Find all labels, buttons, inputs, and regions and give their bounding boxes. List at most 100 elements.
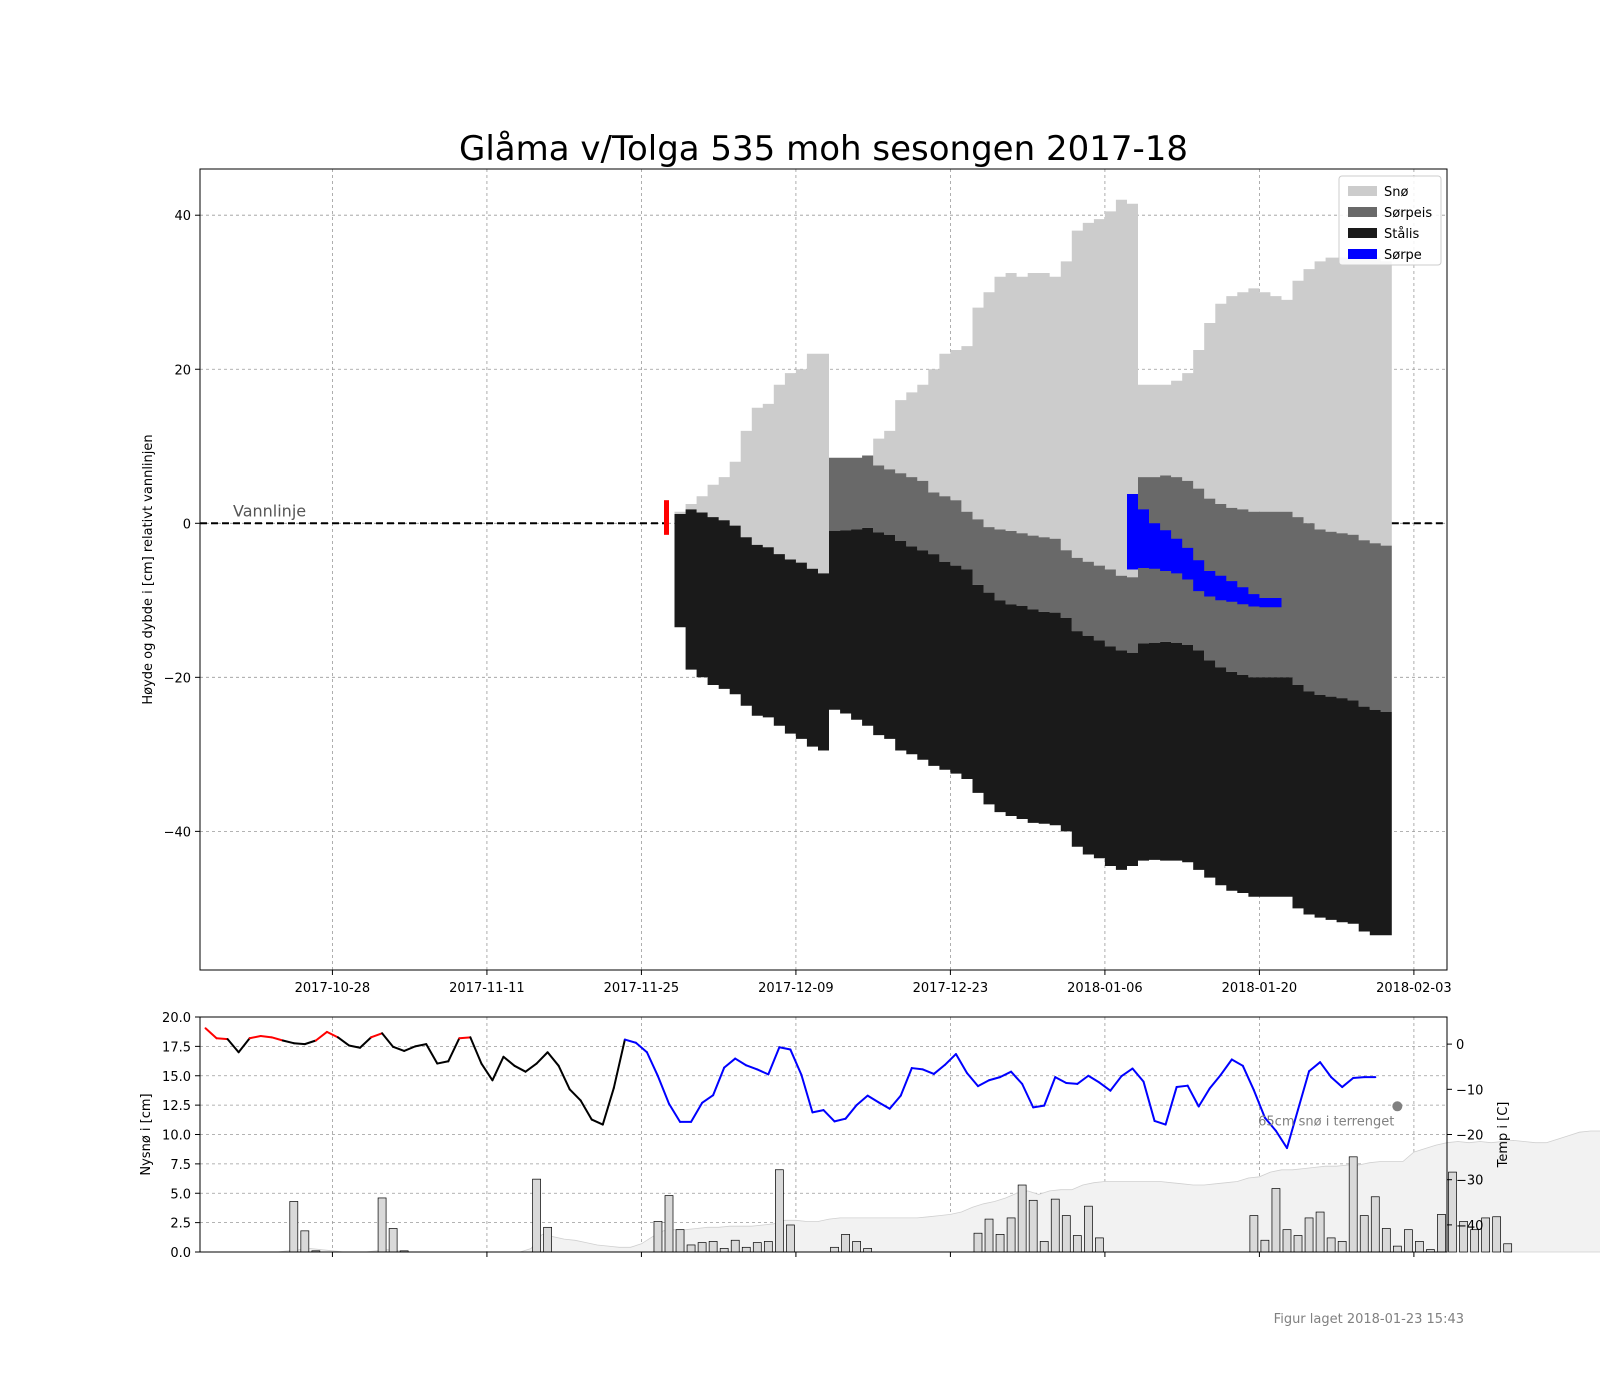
snowfall-bar (377, 1197, 387, 1253)
snowfall-bar (1271, 1188, 1281, 1253)
temperature-line (535, 1051, 549, 1065)
temperature-line (425, 1043, 439, 1065)
snowfall-bar (995, 1234, 1005, 1253)
snowfall-bar (1017, 1184, 1027, 1253)
slush-layer (1127, 494, 1282, 608)
x-tick-label: 2017-10-28 (295, 981, 371, 996)
snowfall-bar (686, 1244, 696, 1253)
snowfall-bar (1381, 1228, 1391, 1253)
temperature-line (414, 1043, 428, 1048)
temperature-line (1120, 1067, 1134, 1078)
temperature-line (568, 1088, 582, 1102)
snowfall-bar (730, 1239, 740, 1253)
temperature-line (226, 1038, 240, 1054)
temperature-line (336, 1036, 350, 1047)
x-tick-label: 2017-12-09 (758, 981, 834, 996)
sub-axes: 0.0 2.5 5.0 7.5 10.0 12.5 15.0 17.5 20.0 0 −10 −20 −… (162, 1011, 1483, 1261)
y-tick-label: 5.0 (170, 1187, 191, 1202)
legend-swatch (1348, 207, 1377, 217)
temperature-line (403, 1045, 417, 1052)
snowfall-bar (1039, 1241, 1049, 1253)
snowfall-bar (775, 1169, 784, 1253)
temperature-line (1076, 1074, 1090, 1085)
snowfall-bar (1503, 1243, 1513, 1253)
temperature-line (811, 1109, 825, 1114)
snowfall-bar (543, 1226, 552, 1253)
temperature-line (359, 1036, 373, 1049)
legend-label: Sørpe (1384, 248, 1422, 263)
snowfall-bar (841, 1234, 850, 1253)
temperature-line (1186, 1084, 1200, 1108)
temperature-line (370, 1032, 384, 1039)
y-tick-label: 0 (183, 517, 191, 532)
snowfall-bar (697, 1242, 707, 1253)
snowfall-bar (1459, 1221, 1468, 1253)
legend-label: Stålis (1384, 227, 1420, 242)
temperature-line (723, 1057, 737, 1069)
y2-tick-label: −10 (1456, 1083, 1483, 1098)
temperature-line (778, 1046, 792, 1051)
snowfall-bar (708, 1241, 718, 1253)
temperature-line (1109, 1075, 1123, 1092)
y-tick-label: 17.5 (162, 1040, 191, 1055)
snowfall-bar (664, 1195, 674, 1253)
snowfall-bar (653, 1221, 663, 1253)
temperature-line (524, 1062, 538, 1073)
temperature-line (469, 1036, 483, 1065)
temperature-line (976, 1079, 991, 1088)
snowfall-bar (863, 1248, 872, 1253)
y-tick-label: 40 (174, 209, 191, 224)
snowfall-bar (830, 1246, 839, 1253)
snowfall-bar (1448, 1171, 1457, 1253)
snowfall-y-axis-label: Nysnø i [cm] (139, 1093, 154, 1175)
temperature-line (248, 1034, 262, 1040)
snowfall-bar (1028, 1199, 1038, 1253)
temperature-line (270, 1036, 284, 1042)
snowfall-bar (1260, 1239, 1270, 1253)
temperature-line (1352, 1076, 1366, 1080)
temperature-line (623, 1038, 637, 1044)
temperature-line (1274, 1129, 1288, 1150)
y-tick-label: −20 (164, 671, 191, 686)
temperature-line (1297, 1070, 1311, 1111)
snowfall-bar (1470, 1229, 1479, 1253)
temperature-line (1308, 1061, 1322, 1073)
snowfall-bar (1337, 1241, 1347, 1253)
temperature-line (447, 1037, 461, 1063)
temperature-line (943, 1053, 957, 1066)
temperature-line (1319, 1061, 1333, 1079)
snowfall-bar (984, 1218, 994, 1253)
temperature-line (601, 1086, 615, 1126)
snow-panel (200, 1027, 1600, 1253)
snowfall-bar (1050, 1198, 1060, 1253)
temperature-line (259, 1034, 273, 1039)
snowfall-bar (1072, 1235, 1082, 1253)
y-tick-label: 2.5 (170, 1217, 191, 1232)
temperature-line (1241, 1064, 1255, 1092)
slush-ice-layer (674, 455, 1392, 712)
temperature-line (745, 1064, 759, 1071)
temperature-line (347, 1044, 362, 1049)
ice-layers (200, 199, 1447, 936)
temperature-line (734, 1057, 748, 1067)
temperature-line (701, 1094, 715, 1104)
snowfall-bar (1083, 1205, 1093, 1253)
temperature-line (303, 1039, 317, 1046)
waterline-label: Vannlinje (233, 501, 306, 520)
snowfall-bar (1293, 1235, 1303, 1253)
snowfall-bar (675, 1229, 685, 1253)
temperature-line (458, 1036, 472, 1040)
x-tick-label: 2017-11-25 (604, 981, 680, 996)
snowfall-bar (763, 1241, 773, 1253)
temperature-line (1098, 1081, 1112, 1092)
temperature-line (965, 1072, 979, 1088)
temperature-line (899, 1067, 913, 1097)
snowfall-bar (1437, 1214, 1446, 1253)
temperature-line (325, 1030, 339, 1039)
temperature-line (877, 1101, 891, 1110)
snowfall-bar (1061, 1215, 1071, 1253)
snowfall-bar (1370, 1196, 1380, 1253)
y2-tick-label: −30 (1456, 1174, 1483, 1189)
temperature-line (1153, 1119, 1167, 1126)
snowfall-bar (1304, 1217, 1314, 1253)
